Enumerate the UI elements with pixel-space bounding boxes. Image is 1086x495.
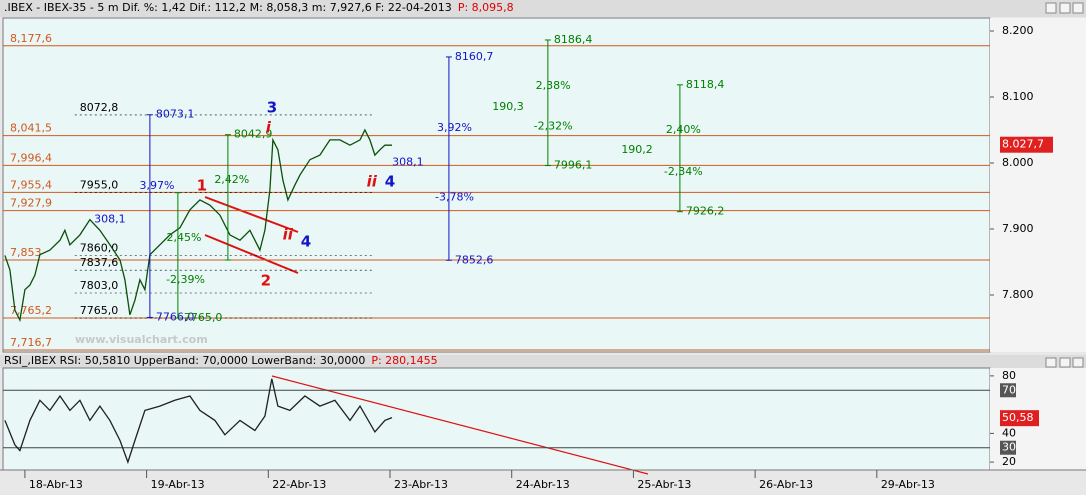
annotation: 2,40% bbox=[666, 123, 701, 136]
annotation: 308,1 bbox=[392, 155, 424, 168]
y-tick-label: 8.100 bbox=[1002, 90, 1034, 103]
price-header-bar bbox=[0, 0, 1086, 17]
measure-label: 8073,1 bbox=[156, 108, 195, 121]
price-line bbox=[4, 378, 393, 465]
x-tick-label: 25-Abr-13 bbox=[637, 478, 691, 491]
annotation: 3,92% bbox=[437, 121, 472, 134]
y-tick-label: 40 bbox=[1002, 426, 1016, 439]
measure-label: 7996,1 bbox=[554, 159, 593, 172]
price-line bbox=[4, 128, 392, 323]
measure-label: 7852,6 bbox=[455, 253, 494, 266]
x-tick-label: 22-Abr-13 bbox=[272, 478, 326, 491]
price-axis-area bbox=[990, 18, 1086, 352]
panel-header: P: 280,1455 bbox=[371, 354, 437, 367]
annotation: 190,2 bbox=[621, 143, 653, 156]
rsi-trendline bbox=[271, 375, 649, 475]
rsi-header-bar bbox=[0, 355, 1086, 368]
annotation: 3,97% bbox=[139, 179, 174, 192]
window-button[interactable] bbox=[1045, 2, 1057, 14]
annotation: 2,42% bbox=[214, 173, 249, 186]
trend-channel bbox=[204, 196, 299, 233]
x-tick-label: 24-Abr-13 bbox=[516, 478, 570, 491]
panel-header: .IBEX - IBEX-35 - 5 m Dif. %: 1,42 Dif.:… bbox=[4, 1, 452, 14]
annotation: -2,32% bbox=[534, 120, 573, 133]
measure-label: 7926,2 bbox=[686, 205, 725, 218]
trend-channel bbox=[204, 234, 299, 274]
y-tick-label: 8.200 bbox=[1002, 24, 1034, 37]
measure-label: 7765,0 bbox=[184, 311, 223, 324]
x-tick-label: 19-Abr-13 bbox=[151, 478, 205, 491]
wave-label: ii bbox=[283, 225, 294, 243]
annotation: -2,34% bbox=[664, 165, 703, 178]
band-label-box bbox=[1000, 383, 1016, 398]
fib-label: 7803,0 bbox=[80, 279, 119, 292]
window-button[interactable] bbox=[1072, 357, 1084, 368]
level-label: 7,955,4 bbox=[10, 178, 52, 191]
window-button[interactable] bbox=[1059, 357, 1071, 368]
last-value-box bbox=[1000, 136, 1053, 153]
measure-label: 7766,0 bbox=[156, 310, 195, 323]
fib-label: 7955,0 bbox=[80, 179, 119, 192]
level-label: 7,853 bbox=[10, 246, 42, 259]
annotation: 2,38% bbox=[536, 79, 571, 92]
annotation: -3,78% bbox=[435, 190, 474, 203]
fib-label: 7837,6 bbox=[80, 256, 119, 269]
rsi-plot-area bbox=[2, 367, 991, 471]
wave-label: ii bbox=[367, 173, 378, 191]
window-button[interactable] bbox=[1059, 2, 1071, 14]
window-button[interactable] bbox=[1072, 2, 1084, 14]
band-label: 30 bbox=[1002, 441, 1016, 454]
x-tick-label: 26-Abr-13 bbox=[759, 478, 813, 491]
y-tick-label: 8.000 bbox=[1002, 156, 1034, 169]
watermark: www.visualchart.com bbox=[75, 333, 208, 346]
annotation: 190,3 bbox=[492, 100, 524, 113]
y-tick-label: 7.900 bbox=[1002, 222, 1034, 235]
last-value-label: 8.027,7 bbox=[1002, 138, 1044, 151]
level-label: 8,041,5 bbox=[10, 122, 52, 135]
window-button[interactable] bbox=[1045, 357, 1057, 368]
wave-label: 3 bbox=[267, 99, 277, 117]
measure-label: 8118,4 bbox=[686, 78, 725, 91]
price-plot-area bbox=[2, 17, 991, 353]
wave-label: 1 bbox=[197, 177, 207, 195]
level-label: 7,765,2 bbox=[10, 304, 52, 317]
band-label-box bbox=[1000, 440, 1016, 455]
annotation: -2,39% bbox=[166, 273, 205, 286]
x-tick-label: 23-Abr-13 bbox=[394, 478, 448, 491]
fib-label: 7765,0 bbox=[80, 304, 119, 317]
fib-label: 7860,0 bbox=[80, 241, 119, 254]
y-tick-label: 80 bbox=[1002, 369, 1016, 382]
wave-label: 4 bbox=[385, 173, 395, 191]
x-tick-label: 18-Abr-13 bbox=[29, 478, 83, 491]
wave-label: 2 bbox=[261, 272, 271, 290]
annotation: 2,45% bbox=[166, 231, 201, 244]
measure-label: 8042,9 bbox=[234, 128, 272, 141]
last-value-label: 50,58 bbox=[1002, 411, 1034, 424]
band-label: 70 bbox=[1002, 383, 1016, 396]
last-value-box bbox=[1000, 410, 1039, 427]
panel-header: P: 8,095,8 bbox=[458, 1, 514, 14]
x-tick-label: 29-Abr-13 bbox=[881, 478, 935, 491]
panel-header: RSI_,IBEX RSI: 50,5810 UpperBand: 70,000… bbox=[4, 354, 365, 367]
y-tick-label: 7.800 bbox=[1002, 288, 1034, 301]
level-label: 8,177,6 bbox=[10, 32, 52, 45]
level-label: 7,927,9 bbox=[10, 197, 52, 210]
level-label: 7,716,7 bbox=[10, 336, 52, 349]
wave-label: 4 bbox=[301, 233, 311, 251]
wave-label: i bbox=[266, 119, 272, 137]
measure-label: 8186,4 bbox=[554, 33, 593, 46]
fib-label: 8072,8 bbox=[80, 101, 119, 114]
level-label: 7,996,4 bbox=[10, 151, 52, 164]
measure-label: 8160,7 bbox=[455, 50, 494, 63]
y-tick-label: 20 bbox=[1002, 455, 1016, 468]
annotation: 308,1 bbox=[94, 213, 126, 226]
